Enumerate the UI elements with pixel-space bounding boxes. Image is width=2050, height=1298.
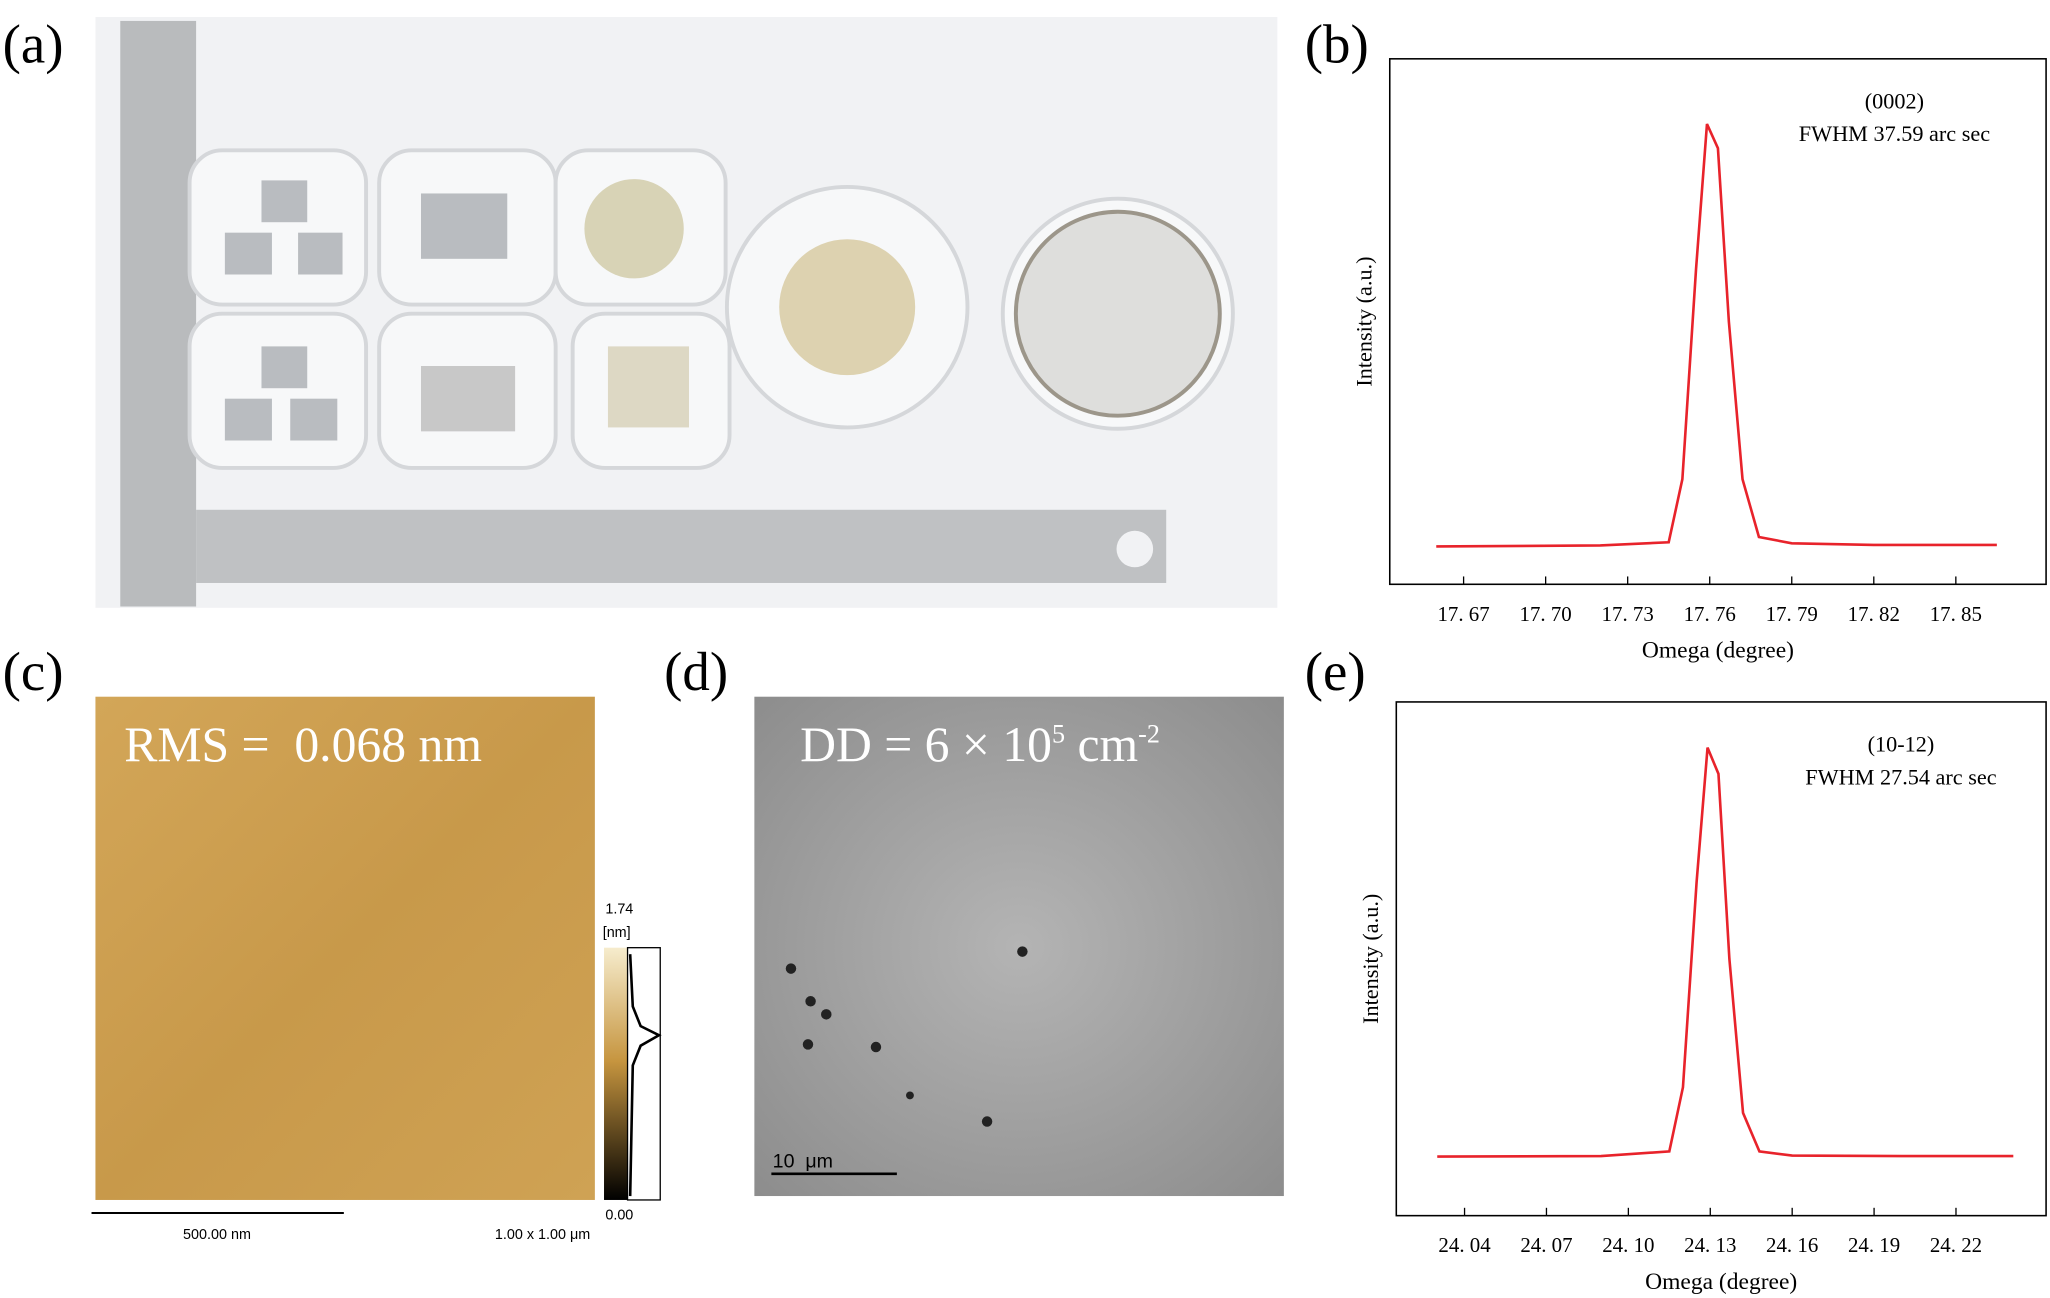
sample-photo <box>95 16 1278 608</box>
x-tick-label: 24. 19 <box>1848 1233 1900 1257</box>
scan-size: 1.00 x 1.00 μm <box>495 1227 590 1243</box>
dd-label: DD = 6 × 105 cm-2 <box>800 717 1160 772</box>
dd-unit: cm <box>1065 717 1138 772</box>
dd-base: DD = 6 × 10 <box>800 717 1052 772</box>
scale-min: 0.00 <box>605 1208 633 1224</box>
histogram-curve <box>628 954 662 1197</box>
x-tick-label: 24. 10 <box>1602 1233 1654 1257</box>
x-tick-label: 24. 16 <box>1766 1233 1818 1257</box>
scale-unit: [nm] <box>603 925 631 941</box>
tem-image <box>754 696 1284 1197</box>
x-tick-label: 17. 73 <box>1602 602 1654 626</box>
x-axis-label: Omega (degree) <box>1645 1269 1797 1295</box>
color-bar <box>604 947 628 1200</box>
scale-bar-label: 10 μm <box>773 1150 833 1172</box>
dd-exp: 5 <box>1052 719 1065 748</box>
data-line <box>1437 747 2014 1158</box>
y-axis-label: Intensity (a.u.) <box>1358 894 1383 1024</box>
x-tick-label: 17. 70 <box>1520 602 1572 626</box>
annotation: (10-12) <box>1868 732 1935 757</box>
dd-unit-exp: -2 <box>1138 719 1160 748</box>
x-tick-label: 24. 22 <box>1930 1233 1982 1257</box>
annotation: FWHM 37.59 arc sec <box>1799 121 1990 146</box>
y-axis-label: Intensity (a.u.) <box>1351 256 1376 386</box>
dislocation-dots <box>785 946 1028 1127</box>
x-tick-label: 24. 13 <box>1684 1233 1736 1257</box>
x-tick-label: 17. 82 <box>1848 602 1900 626</box>
x-tick-label: 17. 85 <box>1930 602 1982 626</box>
x-tick-label: 17. 67 <box>1437 602 1489 626</box>
panel-label: (d) <box>664 641 728 702</box>
panel-label: (e) <box>1305 641 1366 702</box>
plot-frame <box>1395 701 2047 1217</box>
x-axis-label: Omega (degree) <box>1642 637 1794 663</box>
scale-bar-label: 500.00 nm <box>183 1227 251 1243</box>
annotation: FWHM 27.54 arc sec <box>1805 764 1996 789</box>
plot-frame <box>1388 58 2047 586</box>
x-tick-label: 17. 79 <box>1766 602 1818 626</box>
annotation: (0002) <box>1865 88 1924 113</box>
x-tick-label: 24. 04 <box>1438 1233 1491 1257</box>
panel-label: (a) <box>3 14 64 75</box>
x-tick-label: 17. 76 <box>1684 602 1736 626</box>
rms-label: RMS = 0.068 nm <box>124 717 482 772</box>
panel-label: (c) <box>3 641 64 702</box>
x-tick-label: 24. 07 <box>1520 1233 1572 1257</box>
data-line <box>1436 123 1997 548</box>
panel-label: (b) <box>1305 14 1369 75</box>
afm-image <box>95 696 595 1200</box>
scale-max: 1.74 <box>605 902 633 918</box>
